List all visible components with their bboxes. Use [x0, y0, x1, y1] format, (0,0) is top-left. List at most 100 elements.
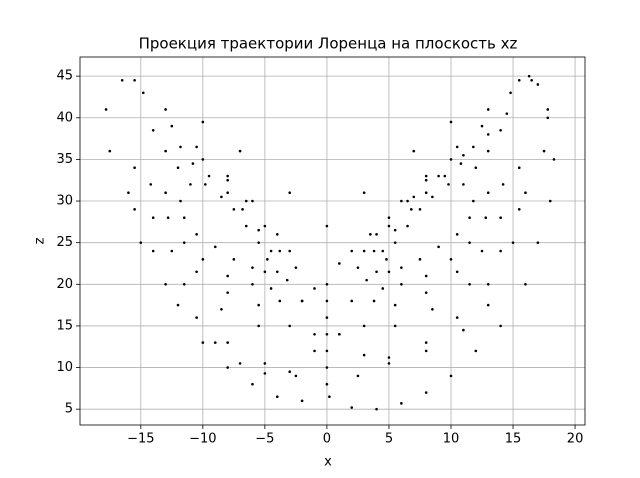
point	[220, 195, 223, 199]
point	[546, 116, 550, 120]
point	[133, 79, 136, 82]
point	[313, 349, 316, 353]
point	[226, 191, 229, 195]
point	[179, 199, 182, 203]
y-tick-label: 45	[56, 69, 73, 84]
point	[251, 282, 254, 286]
point	[226, 178, 229, 182]
point	[424, 174, 428, 178]
point	[385, 258, 388, 261]
point	[257, 324, 260, 328]
point	[269, 287, 273, 290]
point	[387, 270, 391, 274]
point	[484, 216, 488, 219]
point	[325, 224, 329, 228]
point	[189, 183, 192, 186]
point	[431, 307, 434, 311]
point	[251, 266, 254, 269]
point	[437, 245, 440, 249]
point	[462, 183, 465, 186]
y-tick-label: 5	[65, 402, 73, 417]
point	[546, 108, 550, 111]
point	[505, 112, 509, 115]
point	[325, 282, 329, 286]
point	[257, 228, 260, 232]
point	[288, 191, 291, 195]
point	[263, 362, 267, 365]
point	[486, 108, 490, 111]
point	[201, 120, 205, 124]
point	[511, 241, 515, 244]
point	[455, 233, 459, 236]
point	[139, 241, 143, 244]
point	[474, 166, 478, 170]
point	[166, 216, 170, 219]
point	[501, 183, 505, 186]
point	[499, 324, 502, 328]
point	[400, 402, 403, 405]
point	[108, 149, 112, 153]
point	[393, 324, 397, 328]
point	[238, 149, 242, 153]
point	[455, 270, 459, 274]
point	[275, 270, 279, 274]
point	[536, 83, 540, 86]
point	[362, 249, 366, 253]
y-tick-label: 35	[56, 152, 73, 167]
point	[486, 149, 490, 153]
point	[468, 241, 471, 244]
point	[424, 178, 428, 182]
point	[170, 124, 174, 128]
point	[151, 216, 155, 219]
x-tick-label: 20	[567, 432, 584, 447]
point	[375, 233, 378, 236]
point	[325, 316, 329, 319]
point	[449, 158, 453, 161]
point	[164, 282, 167, 286]
point	[424, 341, 428, 344]
point	[362, 353, 366, 357]
point	[164, 191, 167, 195]
y-tick-label: 20	[56, 277, 73, 292]
y-tick-label: 10	[56, 360, 73, 375]
point	[517, 166, 521, 170]
point	[294, 374, 298, 378]
point	[400, 266, 403, 269]
point	[133, 166, 136, 170]
point	[524, 282, 527, 286]
point	[141, 91, 145, 95]
point	[176, 303, 180, 307]
point	[431, 195, 434, 199]
point	[207, 174, 211, 178]
point	[251, 382, 254, 386]
point	[232, 208, 236, 211]
point	[412, 149, 416, 153]
point	[133, 208, 136, 211]
point	[393, 228, 397, 232]
point	[195, 316, 198, 319]
point	[232, 258, 236, 261]
point	[182, 282, 186, 286]
point	[486, 191, 490, 195]
point	[356, 266, 360, 269]
point	[325, 299, 329, 303]
point	[195, 233, 198, 236]
point	[278, 249, 282, 253]
point	[182, 241, 186, 244]
point	[387, 224, 391, 228]
point	[365, 278, 368, 282]
point	[313, 332, 316, 336]
point	[372, 249, 376, 253]
point	[149, 183, 153, 186]
point	[176, 166, 180, 170]
point	[263, 270, 267, 274]
point	[424, 391, 428, 394]
point	[542, 149, 546, 153]
point	[449, 258, 453, 261]
point	[285, 278, 289, 282]
point	[263, 224, 267, 228]
point	[164, 108, 167, 111]
point	[104, 108, 108, 111]
